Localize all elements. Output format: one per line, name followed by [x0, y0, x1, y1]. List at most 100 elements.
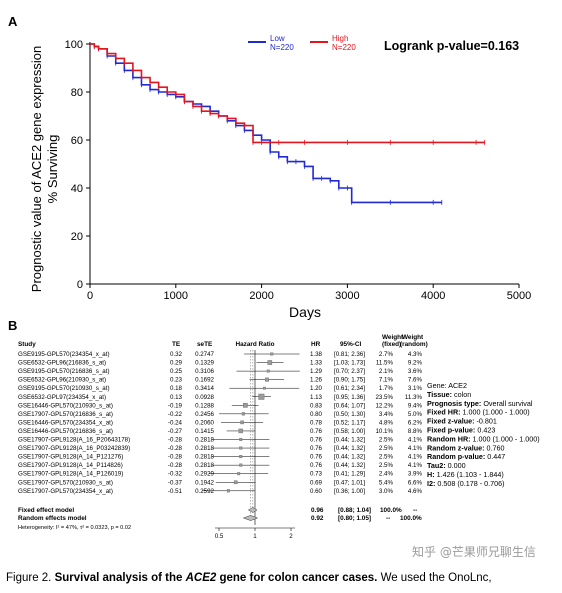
row-hr: 0.76 [310, 462, 323, 469]
row-te: 0.29 [170, 360, 183, 367]
row-study: GSE9195-GPL570(216836_s_at) [18, 368, 110, 375]
row-study: GSE16446-GPL570(234354_x_at) [18, 419, 113, 426]
legend-high-n: N=220 [332, 43, 356, 52]
row-ci: [0.95; 1.36] [334, 394, 365, 401]
row-hr: 0.76 [310, 437, 323, 444]
y-tick-label: 0 [77, 279, 83, 291]
header-weight-random-1: Weight [402, 334, 424, 341]
summary-line: Gene: ACE2 [427, 381, 467, 390]
row-weight-fixed: 12.2% [375, 402, 393, 409]
caption-bold-2: gene for colon cancer cases. [216, 572, 378, 584]
row-weight-fixed: 2.7% [379, 351, 394, 358]
summary-value: Overall survival [481, 399, 533, 408]
summary-label: Fixed HR: [427, 408, 461, 417]
row-te: 0.13 [170, 394, 183, 401]
summary-line: Random p-value: 0.447 [427, 452, 505, 461]
random-model-hr: 0.92 [311, 515, 324, 522]
row-weight-fixed: 4.8% [379, 419, 394, 426]
row-ci: [0.44; 1.32] [334, 437, 365, 444]
y-axis-title-line1: Prognostic value of ACE2 gene expression [29, 46, 44, 292]
random-effect-diamond [242, 515, 259, 521]
summary-line: Random HR: 1.000 (1.000 - 1.000) [427, 434, 540, 443]
fixed-model-ci: [0.88; 1.04] [338, 507, 371, 514]
row-ci: [0.36; 1.00] [334, 488, 365, 495]
row-ci: [0.70; 2.37] [334, 368, 365, 375]
km-curve-low [90, 43, 442, 204]
row-te: -0.24 [168, 419, 183, 426]
summary-label: Random z-value: [427, 443, 485, 452]
row-ci: [0.81; 2.36] [334, 351, 365, 358]
figure-caption: Figure 2. Survival analysis of the ACE2 … [6, 572, 558, 584]
row-ci: [0.44; 1.32] [334, 454, 365, 461]
row-study: GSE6532-GPL96(216836_s_at) [18, 360, 106, 367]
row-weight-random: 4.1% [408, 454, 423, 461]
summary-value: 0.447 [485, 452, 505, 461]
row-sete: 0.3414 [195, 385, 214, 392]
fixed-model-weight-random: -- [413, 507, 417, 514]
summary-label: Gene: [427, 381, 447, 390]
row-weight-fixed: 5.4% [379, 479, 394, 486]
row-study: GSE17907-GPL9128(A_16_P20643178) [18, 437, 130, 444]
row-weight-random: 9.4% [408, 402, 423, 409]
row-hr: 0.60 [310, 488, 323, 495]
row-hr: 1.13 [310, 394, 323, 401]
row-te: -0.28 [168, 462, 183, 469]
panel-a-letter: A [8, 14, 18, 29]
row-te: -0.28 [168, 445, 183, 452]
summary-line: Fixed HR: 1.000 (1.000 - 1.000) [427, 408, 530, 417]
legend-low-n: N=220 [270, 43, 294, 52]
row-weight-fixed: 2.1% [379, 368, 394, 375]
row-study: GSE17907-GPL570(210930_s_at) [18, 479, 113, 486]
summary-label: Fixed p-value: [427, 426, 475, 435]
row-weight-fixed: 3.0% [379, 488, 394, 495]
hr-square [270, 352, 274, 356]
y-tick-label: 80 [71, 87, 83, 99]
hr-square [240, 420, 244, 425]
row-sete: 0.2818 [195, 437, 214, 444]
row-hr: 0.76 [310, 445, 323, 452]
row-hr: 0.76 [310, 454, 323, 461]
row-weight-random: 11.3% [405, 394, 423, 401]
row-weight-fixed: 7.1% [379, 377, 394, 384]
row-weight-random: 3.1% [408, 385, 423, 392]
summary-line: I2: 0.508 (0.178 - 0.706) [427, 479, 505, 488]
row-ci: [0.61; 2.34] [334, 385, 365, 392]
hr-square [265, 377, 269, 382]
row-weight-random: 5.0% [408, 411, 423, 418]
y-tick-label: 40 [71, 183, 83, 195]
hr-square [263, 386, 266, 390]
row-weight-random: 3.6% [408, 368, 423, 375]
row-sete: 0.1692 [195, 377, 214, 384]
x-tick-label: 4000 [421, 290, 445, 302]
header-hr: HR [311, 341, 321, 348]
summary-value: ACE2 [447, 381, 467, 390]
row-sete: 0.1329 [195, 360, 214, 367]
summary-line: Fixed p-value: 0.423 [427, 426, 495, 435]
header-weight-random-2: (random) [400, 341, 428, 348]
summary-label: Fixed z-value: [427, 417, 475, 426]
row-hr: 1.29 [310, 368, 323, 375]
logrank-pvalue: Logrank p-value=0.163 [384, 39, 519, 53]
hr-square [241, 412, 245, 416]
summary-label: H: [427, 470, 435, 479]
summary-label: Tau2: [427, 461, 446, 470]
row-weight-fixed: 2.5% [379, 437, 394, 444]
panel-b-letter: B [8, 318, 17, 333]
row-ci: [0.50; 1.30] [334, 411, 365, 418]
row-weight-random: 4.1% [408, 462, 423, 469]
row-sete: 0.2747 [195, 351, 214, 358]
x-tick-label: 2000 [249, 290, 273, 302]
row-te: -0.19 [168, 402, 183, 409]
row-weight-fixed: 3.4% [379, 411, 394, 418]
row-te: -0.32 [168, 471, 183, 478]
row-weight-random: 8.8% [408, 428, 423, 435]
hr-square [258, 393, 265, 400]
summary-value: colon [452, 390, 471, 399]
row-hr: 1.38 [310, 351, 323, 358]
header-study: Study [18, 341, 36, 348]
watermark: 知乎 @芒果师兄聊生信 [412, 545, 536, 559]
caption-prefix: Figure 2. [6, 572, 55, 584]
row-sete: 0.2592 [195, 488, 214, 495]
row-te: -0.22 [168, 411, 183, 418]
